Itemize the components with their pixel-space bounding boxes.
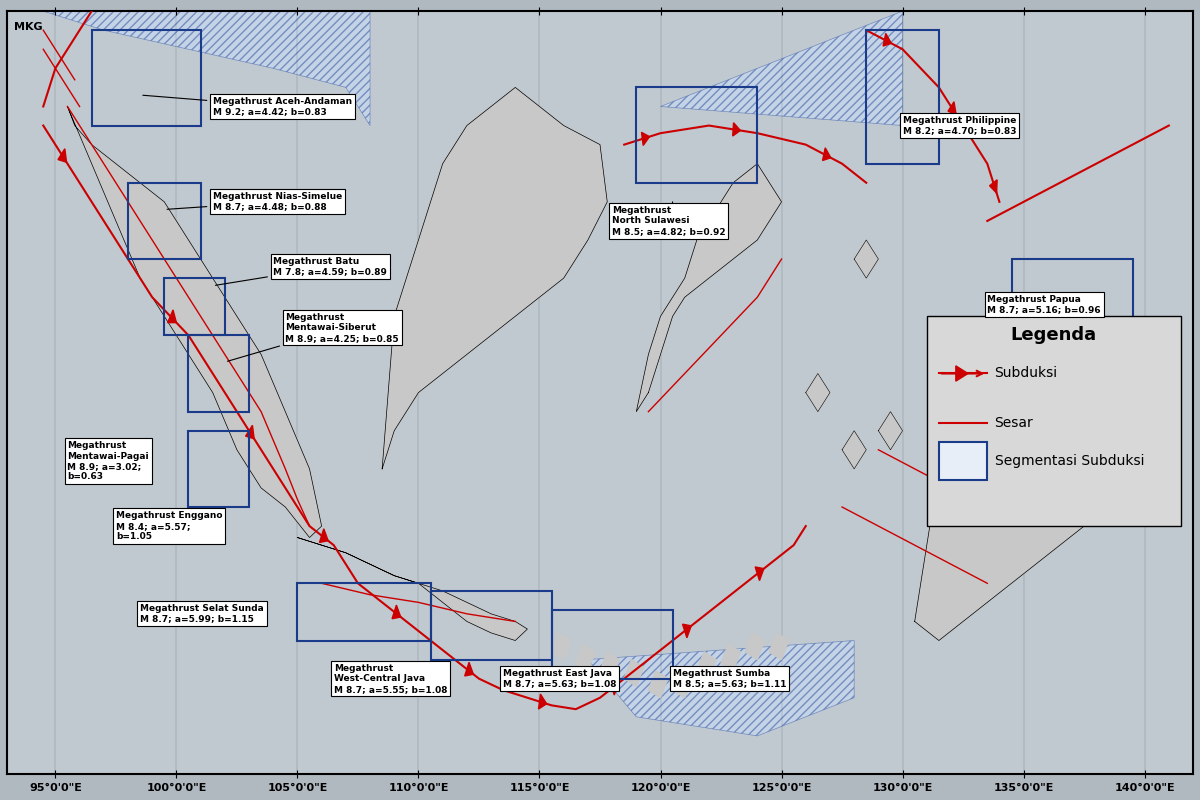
Polygon shape [697,652,716,678]
Polygon shape [948,102,956,114]
FancyBboxPatch shape [926,316,1181,526]
Bar [866,30,938,164]
Text: Megathrust Enggano
M 8.4; a=5.57;
b=1.05: Megathrust Enggano M 8.4; a=5.57; b=1.05 [116,511,222,541]
Polygon shape [552,633,571,659]
Bar [636,87,757,182]
Polygon shape [67,106,322,538]
Polygon shape [624,659,643,686]
Polygon shape [588,641,854,736]
Polygon shape [673,671,692,698]
Bar [128,182,200,259]
Polygon shape [683,624,691,638]
Text: Segmentasi Subduksi: Segmentasi Subduksi [995,454,1144,468]
Polygon shape [576,644,595,671]
Polygon shape [464,662,473,676]
Text: Megathrust Papua
M 8.7; a=5.16; b=0.96: Megathrust Papua M 8.7; a=5.16; b=0.96 [988,295,1100,314]
Text: Megathrust
Mentawai-Pagai
M 8.9; a=3.02;
b=0.63: Megathrust Mentawai-Pagai M 8.9; a=3.02;… [67,441,149,482]
Text: Megathrust
North Sulawesi
M 8.5; a=4.82; b=0.92: Megathrust North Sulawesi M 8.5; a=4.82;… [612,202,726,236]
Bar [91,30,200,126]
Bar [298,583,431,641]
Text: Megathrust East Java
M 8.7; a=5.63; b=1.08: Megathrust East Java M 8.7; a=5.63; b=1.… [503,669,617,689]
Polygon shape [745,633,764,659]
Polygon shape [755,567,764,581]
Polygon shape [610,682,618,695]
Text: MKG: MKG [14,22,43,32]
Text: Megathrust
Mentawai-Siberut
M 8.9; a=4.25; b=0.85: Megathrust Mentawai-Siberut M 8.9; a=4.2… [228,313,398,362]
Bar [552,610,673,678]
Text: Sesar: Sesar [995,416,1033,430]
Polygon shape [636,164,781,412]
Bar [1012,259,1133,374]
Polygon shape [854,240,878,278]
Polygon shape [990,180,997,193]
Text: Legenda: Legenda [1010,326,1097,344]
Polygon shape [319,529,328,542]
Polygon shape [769,633,788,659]
Polygon shape [660,11,902,126]
Bar [938,442,988,480]
Polygon shape [822,148,830,161]
Polygon shape [642,132,649,146]
Polygon shape [648,671,667,698]
Text: Subduksi: Subduksi [995,366,1057,381]
Text: Megathrust
West-Central Java
M 8.7; a=5.55; b=1.08: Megathrust West-Central Java M 8.7; a=5.… [334,664,448,694]
Polygon shape [382,87,607,469]
Bar [164,278,224,335]
Text: Megathrust Nias-Simelue
M 8.7; a=4.48; b=0.88: Megathrust Nias-Simelue M 8.7; a=4.48; b… [167,192,342,211]
Polygon shape [721,644,740,671]
Text: Megathrust Philippine
M 8.2; a=4.70; b=0.83: Megathrust Philippine M 8.2; a=4.70; b=0… [902,115,1016,135]
Polygon shape [600,652,619,678]
Polygon shape [883,34,892,46]
Polygon shape [392,605,401,618]
Text: Megathrust Batu
M 7.8; a=4.59; b=0.89: Megathrust Batu M 7.8; a=4.59; b=0.89 [216,257,388,286]
Polygon shape [43,11,370,126]
Text: Megathrust Aceh-Andaman
M 9.2; a=4.42; b=0.83: Megathrust Aceh-Andaman M 9.2; a=4.42; b… [143,95,352,116]
Polygon shape [914,316,1169,641]
Text: Megathrust Sumba
M 8.5; a=5.63; b=1.11: Megathrust Sumba M 8.5; a=5.63; b=1.11 [673,669,786,689]
Bar [188,430,250,507]
Polygon shape [878,412,902,450]
Bar [431,591,552,659]
Polygon shape [168,310,176,322]
Polygon shape [246,426,254,439]
Polygon shape [298,538,527,641]
Bar [188,335,250,412]
Polygon shape [733,122,740,136]
Polygon shape [842,430,866,469]
Text: Megathrust Selat Sunda
M 8.7; a=5.99; b=1.15: Megathrust Selat Sunda M 8.7; a=5.99; b=… [140,604,264,623]
Polygon shape [539,694,547,709]
Polygon shape [956,366,968,381]
Polygon shape [805,374,830,412]
Polygon shape [58,149,66,162]
